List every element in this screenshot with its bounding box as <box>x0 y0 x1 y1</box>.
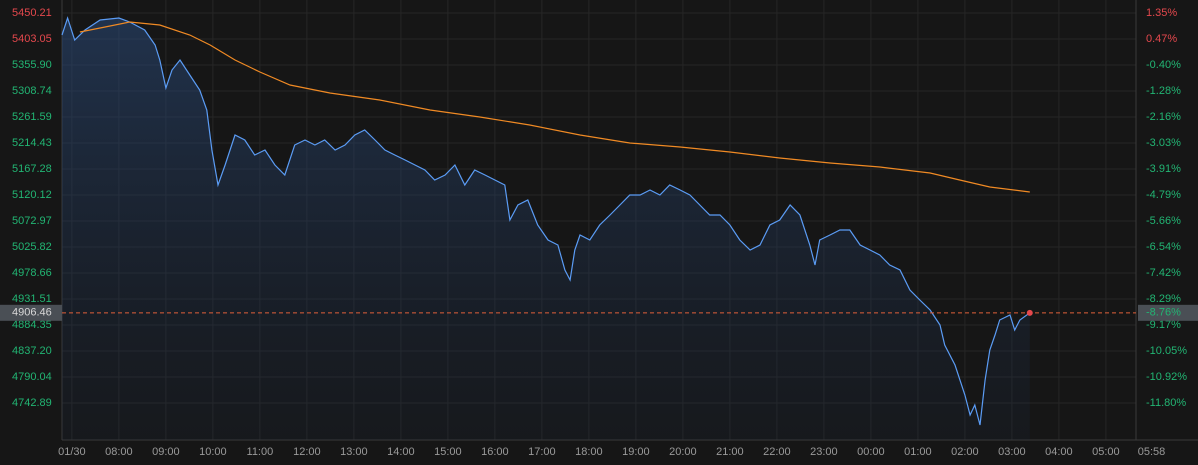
x-tick-label: 15:00 <box>434 446 462 458</box>
y2-tick-label: -8.29% <box>1146 293 1181 305</box>
x-tick-label: 01:00 <box>904 446 932 458</box>
x-tick-label: 19:00 <box>622 446 650 458</box>
y-tick-label: 5214.43 <box>12 137 52 149</box>
y2-tick-label: -10.92% <box>1146 371 1187 383</box>
y2-tick-label: -3.91% <box>1146 163 1181 175</box>
y-tick-label: 5403.05 <box>12 33 52 45</box>
x-tick-label: 20:00 <box>669 446 697 458</box>
y2-tick-label: -11.80% <box>1146 397 1186 409</box>
y2-tick-label: -10.05% <box>1146 345 1187 357</box>
x-tick-label: 00:00 <box>857 446 885 458</box>
x-tick-label: 05:00 <box>1092 446 1120 458</box>
x-tick-label: 02:00 <box>951 446 979 458</box>
x-tick-label: 18:00 <box>575 446 603 458</box>
y-tick-label: 5025.82 <box>12 241 52 253</box>
y-tick-label: 4742.89 <box>12 397 52 409</box>
price-area <box>62 18 1030 440</box>
x-tick-label: 12:00 <box>293 446 321 458</box>
x-tick-label: 13:00 <box>340 446 368 458</box>
y-tick-label: 5261.59 <box>12 111 52 123</box>
y2-tick-label: -6.54% <box>1146 241 1181 253</box>
x-tick-label: 11:00 <box>247 446 274 458</box>
y2-tick-label: -7.42% <box>1146 267 1181 279</box>
x-tick-label: 04:00 <box>1045 446 1073 458</box>
x-tick-label: 21:00 <box>716 446 744 458</box>
y-tick-label: 4978.66 <box>12 267 52 279</box>
last-change-box <box>1138 304 1198 321</box>
y-tick-label: 5072.97 <box>12 215 52 227</box>
last-price-box <box>0 304 62 321</box>
x-tick-label: 03:00 <box>998 446 1026 458</box>
y-tick-label: 4837.20 <box>12 345 52 357</box>
x-tick-label: 10:00 <box>199 446 227 458</box>
x-tick-label: 14:00 <box>387 446 415 458</box>
x-tick-label: 23:00 <box>810 446 838 458</box>
y2-tick-label: -9.17% <box>1146 319 1181 331</box>
y2-tick-label: -5.66% <box>1146 215 1181 227</box>
y-tick-label: 5167.28 <box>12 163 52 175</box>
last-price-dot <box>1026 309 1033 316</box>
y2-tick-label: -4.79% <box>1146 189 1181 201</box>
x-tick-label: 17:00 <box>528 446 556 458</box>
y2-tick-label: -3.03% <box>1146 137 1181 149</box>
y-tick-label: 4884.35 <box>12 319 52 331</box>
average-line <box>79 21 1030 193</box>
x-tick-label: 16:00 <box>481 446 509 458</box>
y-tick-label: 4931.51 <box>12 293 52 305</box>
x-tick-label: 05:58 <box>1138 446 1166 458</box>
last-change-label: -8.76% <box>1146 307 1181 319</box>
price-line <box>61 16 1031 426</box>
last-price-label: 4906.46 <box>12 307 52 319</box>
y-tick-label: 5308.74 <box>12 85 52 97</box>
x-tick-label: 08:00 <box>105 446 133 458</box>
y-tick-label: 4790.04 <box>12 371 52 383</box>
y2-tick-label: -0.40% <box>1146 59 1181 71</box>
x-tick-label: 22:00 <box>763 446 791 458</box>
y2-tick-label: 0.47% <box>1146 33 1177 45</box>
x-tick-label: 09:00 <box>152 446 180 458</box>
x-tick-label: 01/30 <box>58 446 86 458</box>
y-tick-label: 5120.12 <box>12 189 52 201</box>
y2-tick-label: 1.35% <box>1146 7 1177 19</box>
y-tick-label: 5355.90 <box>12 59 52 71</box>
y2-tick-label: -2.16% <box>1146 111 1181 123</box>
y-tick-label: 5450.21 <box>12 7 52 19</box>
y2-tick-label: -1.28% <box>1146 85 1181 97</box>
